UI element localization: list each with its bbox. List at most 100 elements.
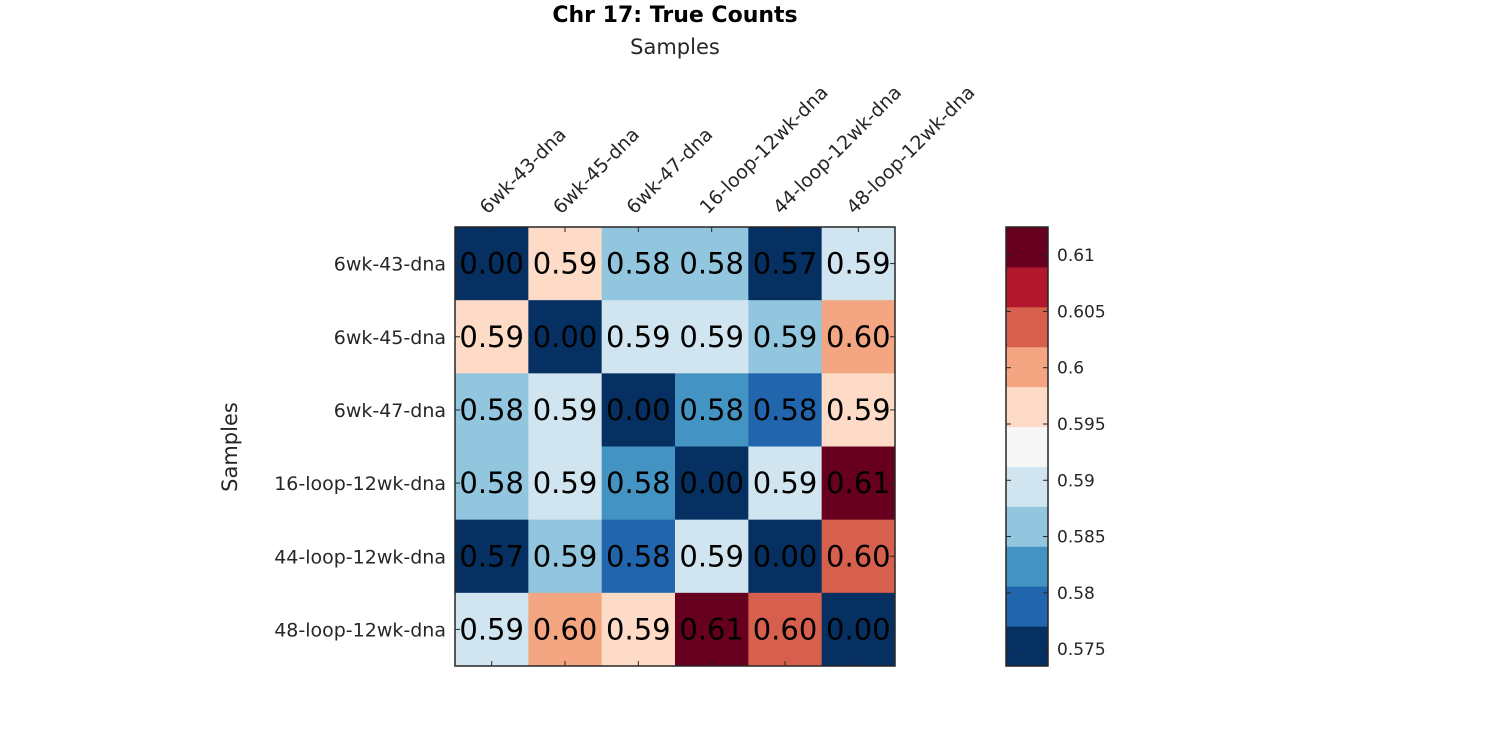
x-tick-label: 44-loop-12wk-dna (769, 81, 906, 218)
cell-value-label: 0.59 (606, 612, 671, 646)
heatmap-cell (748, 446, 823, 521)
colorbar-segment (1006, 466, 1048, 507)
cell-value-label: 0.00 (753, 539, 818, 573)
cell-value-label: 0.59 (826, 393, 891, 427)
heatmap-cell (821, 519, 896, 594)
cell-value-label: 0.00 (826, 612, 891, 646)
heatmap-cell-labels: 0.00 0.59 0.58 0.58 0.57 0.590.59 0.00 0.59 0.59… (459, 247, 890, 647)
heatmap-cell (455, 519, 529, 594)
cell-value-label: 0.60 (533, 612, 598, 646)
colorbar-segment (1006, 506, 1048, 547)
heatmap-cell (601, 592, 676, 667)
y-axis-label: Samples (218, 402, 242, 492)
heatmap-cell (821, 592, 896, 667)
cell-value-label: 0.59 (826, 247, 891, 281)
heatmap-cell (821, 446, 896, 521)
heatmap-cell (528, 519, 603, 594)
colorbar-tick-label: 0.58 (1057, 584, 1095, 604)
cell-value-label: 0.58 (459, 466, 524, 500)
colorbar-segment (1006, 626, 1048, 667)
x-tick-label: 48-loop-12wk-dna (842, 81, 979, 218)
colorbar: 0.575 0.58 0.585 0.59 0.595 0.6 0.605 0.61 (1005, 226, 1106, 667)
cell-value-label: 0.58 (606, 466, 671, 500)
cell-value-label: 0.00 (533, 320, 598, 354)
colorbar-segment (1006, 266, 1048, 308)
colorbar-frame (1005, 226, 1049, 667)
colorbar-segment (1006, 546, 1048, 587)
cell-value-label: 0.59 (533, 466, 598, 500)
y-tick-label: 6wk-45-dna (334, 327, 446, 349)
y-axis-ticks: 6wk-43-dna 6wk-45-dna 6wk-47-dna 16-loop-12… (274, 254, 895, 641)
colorbar-segment (1006, 306, 1048, 348)
cell-value-label: 0.61 (826, 466, 891, 500)
heatmap-cell (748, 519, 823, 594)
colorbar-tick-label: 0.59 (1057, 471, 1095, 491)
cell-value-label: 0.59 (459, 320, 524, 354)
heatmap-cell (748, 227, 823, 301)
heatmap-cell (455, 300, 529, 374)
colorbar-tick-label: 0.6 (1057, 359, 1084, 379)
cell-value-label: 0.59 (533, 393, 598, 427)
cell-value-label: 0.59 (753, 466, 818, 500)
heatmap-cell (455, 227, 529, 301)
x-axis-label: Samples (630, 35, 720, 59)
heatmap-cell (675, 592, 749, 667)
colorbar-segment (1006, 586, 1048, 627)
cell-value-label: 0.58 (606, 247, 671, 281)
cell-value-label: 0.58 (459, 393, 524, 427)
cell-value-label: 0.00 (606, 393, 671, 427)
cell-value-label: 0.00 (459, 247, 524, 281)
colorbar-tick-label: 0.575 (1057, 640, 1106, 660)
colorbar-segment (1006, 386, 1048, 428)
cell-value-label: 0.57 (753, 247, 818, 281)
heatmap-cell (748, 300, 823, 374)
heatmap-cell (675, 300, 749, 374)
heatmap-cell (821, 373, 896, 447)
heatmap-cell (748, 373, 823, 447)
heatmap-cell (601, 227, 676, 301)
cell-value-label: 0.60 (826, 320, 891, 354)
chart-title: Chr 17: True Counts (552, 3, 797, 28)
heatmap-cell (748, 592, 823, 667)
heatmap-cell (528, 446, 603, 521)
cell-value-label: 0.59 (753, 320, 818, 354)
heatmap-cell (601, 300, 676, 374)
cell-value-label: 0.59 (679, 320, 744, 354)
cell-value-label: 0.58 (679, 393, 744, 427)
cell-value-label: 0.59 (533, 539, 598, 573)
heatmap-cell (528, 592, 603, 667)
colorbar-tick-label: 0.585 (1057, 528, 1106, 548)
colorbar-tick-label: 0.595 (1057, 415, 1106, 435)
cell-value-label: 0.60 (753, 612, 818, 646)
cell-value-label: 0.61 (679, 612, 744, 646)
heatmap-cell (821, 227, 896, 301)
x-tick-label: 16-loop-12wk-dna (696, 81, 833, 218)
cell-value-label: 0.59 (679, 539, 744, 573)
heatmap-cell (601, 446, 676, 521)
heatmap-cell (455, 592, 529, 667)
y-tick-label: 44-loop-12wk-dna (274, 546, 446, 568)
heatmap-cell (455, 446, 529, 521)
cell-value-label: 0.59 (606, 320, 671, 354)
heatmap-cell (528, 227, 603, 301)
y-tick-label: 6wk-47-dna (334, 400, 446, 422)
heatmap-cell (821, 300, 896, 374)
y-tick-label: 16-loop-12wk-dna (274, 473, 446, 495)
heatmap-cell (601, 519, 676, 594)
heatmap-cells (455, 227, 896, 667)
cell-value-label: 0.58 (753, 393, 818, 427)
cell-value-label: 0.58 (679, 247, 744, 281)
heatmap-cell (675, 446, 749, 521)
colorbar-segment (1006, 346, 1048, 388)
heatmap-cell (528, 373, 603, 447)
cell-value-label: 0.00 (679, 466, 744, 500)
colorbar-segment (1006, 227, 1048, 268)
heatmap-cell (675, 227, 749, 301)
colorbar-tick-label: 0.605 (1057, 302, 1106, 322)
colorbar-tick-label: 0.61 (1057, 246, 1095, 266)
y-tick-label: 6wk-43-dna (334, 254, 446, 276)
heatmap-cell (528, 300, 603, 374)
heatmap-cell (675, 519, 749, 594)
colorbar-segment (1006, 426, 1048, 467)
